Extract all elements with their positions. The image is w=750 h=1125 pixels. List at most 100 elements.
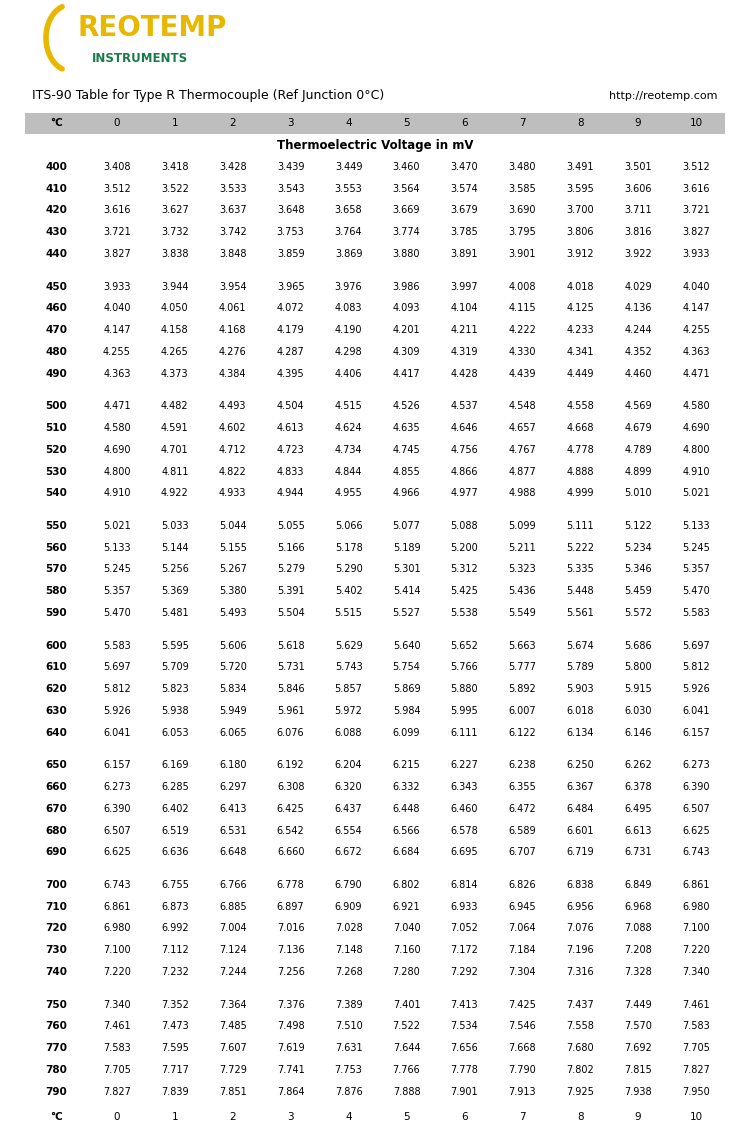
Text: 2: 2 (230, 1112, 236, 1122)
Text: 4.040: 4.040 (104, 304, 130, 314)
Text: 1: 1 (172, 1112, 178, 1122)
Text: 5.144: 5.144 (161, 542, 189, 552)
Text: 4.910: 4.910 (682, 467, 709, 477)
Text: 3.912: 3.912 (566, 249, 594, 259)
Text: 4.233: 4.233 (566, 325, 594, 335)
Text: 5.812: 5.812 (103, 684, 130, 694)
Text: 7.292: 7.292 (451, 968, 478, 976)
Text: 460: 460 (46, 304, 68, 314)
Text: 7.389: 7.389 (334, 1000, 362, 1009)
Text: 5.583: 5.583 (103, 640, 130, 650)
Text: 3.986: 3.986 (393, 281, 420, 291)
Text: 7.680: 7.680 (566, 1043, 594, 1053)
Text: 4.406: 4.406 (334, 369, 362, 379)
Text: 7.583: 7.583 (682, 1022, 710, 1032)
Text: 6.192: 6.192 (277, 760, 304, 771)
Text: 3.922: 3.922 (624, 249, 652, 259)
Text: 7.172: 7.172 (451, 945, 478, 955)
Text: 7.340: 7.340 (682, 968, 709, 976)
Text: 4.944: 4.944 (277, 488, 304, 498)
Text: 7.888: 7.888 (393, 1087, 420, 1097)
Text: 3.543: 3.543 (277, 183, 304, 193)
Text: 9: 9 (634, 1112, 641, 1122)
Text: 4.439: 4.439 (509, 369, 536, 379)
Text: 5.686: 5.686 (624, 640, 652, 650)
Text: 3.574: 3.574 (451, 183, 478, 193)
Text: 3.480: 3.480 (509, 162, 536, 172)
Text: 7.136: 7.136 (277, 945, 304, 955)
Text: 570: 570 (46, 565, 68, 575)
Text: 4.833: 4.833 (277, 467, 304, 477)
Text: 5.834: 5.834 (219, 684, 247, 694)
Text: 5.425: 5.425 (451, 586, 478, 596)
Text: 4.255: 4.255 (682, 325, 710, 335)
Text: 790: 790 (46, 1087, 68, 1097)
Text: 3.616: 3.616 (104, 206, 130, 215)
Text: 6.169: 6.169 (161, 760, 188, 771)
Text: 430: 430 (46, 227, 68, 237)
Text: 5.789: 5.789 (566, 663, 594, 673)
Text: 5.949: 5.949 (219, 705, 247, 716)
Text: 7.522: 7.522 (392, 1022, 421, 1032)
Text: 5.470: 5.470 (682, 586, 710, 596)
Text: 7.570: 7.570 (624, 1022, 652, 1032)
Text: 6.250: 6.250 (566, 760, 594, 771)
Text: 6.861: 6.861 (682, 880, 709, 890)
Text: 6.743: 6.743 (682, 847, 709, 857)
Text: 6.838: 6.838 (566, 880, 594, 890)
Text: 440: 440 (46, 249, 68, 259)
Text: 3.679: 3.679 (451, 206, 478, 215)
Text: 4: 4 (345, 118, 352, 128)
Text: 5.846: 5.846 (277, 684, 304, 694)
Text: 3.764: 3.764 (334, 227, 362, 237)
Text: 6.355: 6.355 (509, 782, 536, 792)
Text: 4.800: 4.800 (682, 444, 709, 454)
Text: 7.839: 7.839 (161, 1087, 189, 1097)
Text: 5.066: 5.066 (334, 521, 362, 531)
Text: 6.731: 6.731 (624, 847, 652, 857)
Text: 6.778: 6.778 (277, 880, 304, 890)
Text: 470: 470 (46, 325, 68, 335)
Text: 6.613: 6.613 (625, 826, 652, 836)
Text: 7.925: 7.925 (566, 1087, 594, 1097)
Text: 6.053: 6.053 (161, 728, 189, 738)
Text: 540: 540 (46, 488, 68, 498)
Text: 760: 760 (46, 1022, 68, 1032)
Text: 5.357: 5.357 (682, 565, 710, 575)
Text: 5.903: 5.903 (566, 684, 594, 694)
Text: 6.672: 6.672 (334, 847, 362, 857)
Text: 6.238: 6.238 (509, 760, 536, 771)
Text: 6.262: 6.262 (624, 760, 652, 771)
Text: 6.755: 6.755 (161, 880, 189, 890)
Bar (25, 1106, 725, 1125)
Text: 4.591: 4.591 (161, 423, 189, 433)
Text: 7.028: 7.028 (334, 924, 362, 934)
Text: http://reotemp.com: http://reotemp.com (610, 91, 718, 100)
Text: 4.460: 4.460 (625, 369, 652, 379)
Text: 450: 450 (46, 281, 68, 291)
Text: 4.580: 4.580 (682, 402, 709, 412)
Text: 5.674: 5.674 (566, 640, 594, 650)
Text: 7: 7 (519, 1112, 526, 1122)
Text: 6.273: 6.273 (682, 760, 710, 771)
Text: 5.470: 5.470 (103, 608, 130, 618)
Text: 6.402: 6.402 (161, 803, 189, 813)
Text: 4.690: 4.690 (104, 444, 130, 454)
Text: 7.316: 7.316 (566, 968, 594, 976)
Text: 4.493: 4.493 (219, 402, 247, 412)
Text: 6.297: 6.297 (219, 782, 247, 792)
Text: 5.077: 5.077 (392, 521, 421, 531)
Text: 6.956: 6.956 (566, 901, 594, 911)
Text: 5.709: 5.709 (161, 663, 189, 673)
Text: 7.064: 7.064 (509, 924, 536, 934)
Text: 4.050: 4.050 (161, 304, 189, 314)
Text: 5.369: 5.369 (161, 586, 189, 596)
Text: 5.414: 5.414 (393, 586, 420, 596)
Text: 7.040: 7.040 (393, 924, 420, 934)
Text: 5.892: 5.892 (509, 684, 536, 694)
Text: 4.363: 4.363 (104, 369, 130, 379)
Text: 7.160: 7.160 (393, 945, 420, 955)
Text: 6.273: 6.273 (103, 782, 130, 792)
Text: 7.364: 7.364 (219, 1000, 247, 1009)
Text: 6.448: 6.448 (393, 803, 420, 813)
